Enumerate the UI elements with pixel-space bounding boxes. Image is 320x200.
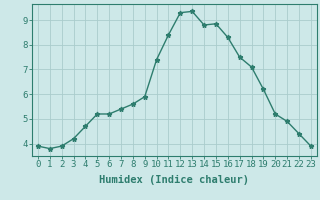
X-axis label: Humidex (Indice chaleur): Humidex (Indice chaleur) xyxy=(100,175,249,185)
